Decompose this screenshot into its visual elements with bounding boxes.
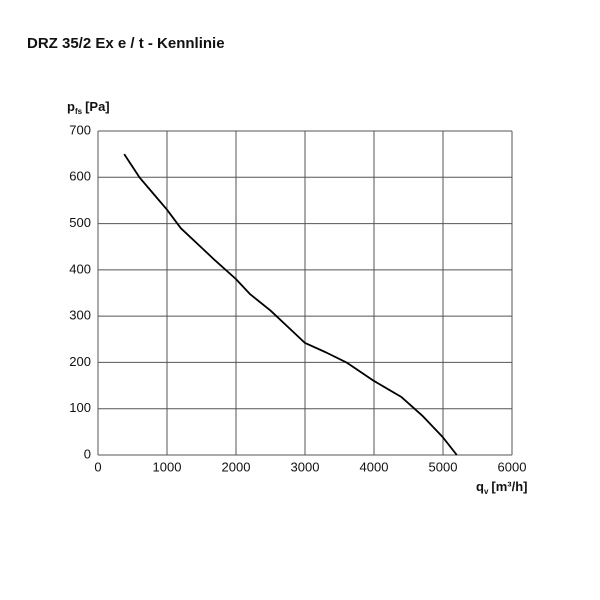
x-tick-label: 1000: [153, 459, 182, 474]
x-tick-label: 5000: [429, 459, 458, 474]
x-tick-label: 3000: [291, 459, 320, 474]
x-axis-label: qv [m³/h]: [476, 479, 528, 496]
y-tick-label: 500: [69, 215, 91, 230]
x-label-symbol: q: [476, 479, 484, 494]
x-tick-label: 4000: [360, 459, 389, 474]
x-tick-label: 6000: [498, 459, 527, 474]
x-tick-label: 0: [94, 459, 101, 474]
chart-title: DRZ 35/2 Ex e / t - Kennlinie: [27, 35, 225, 52]
y-tick-label: 300: [69, 308, 91, 323]
y-tick-label: 100: [69, 400, 91, 415]
x-label-unit: [m³/h]: [491, 479, 527, 494]
x-label-subscript: v: [484, 487, 489, 496]
curve: [123, 153, 458, 456]
y-label-symbol: p: [67, 99, 75, 114]
y-tick-label: 400: [69, 261, 91, 276]
x-tick-label: 2000: [222, 459, 251, 474]
y-axis-label: pfs [Pa]: [67, 99, 110, 116]
y-label-unit: [Pa]: [85, 99, 110, 114]
y-tick-label: 0: [84, 446, 91, 461]
y-tick-label: 200: [69, 354, 91, 369]
y-tick-label: 600: [69, 169, 91, 184]
y-label-subscript: fs: [75, 107, 83, 116]
y-tick-label: 700: [69, 122, 91, 137]
